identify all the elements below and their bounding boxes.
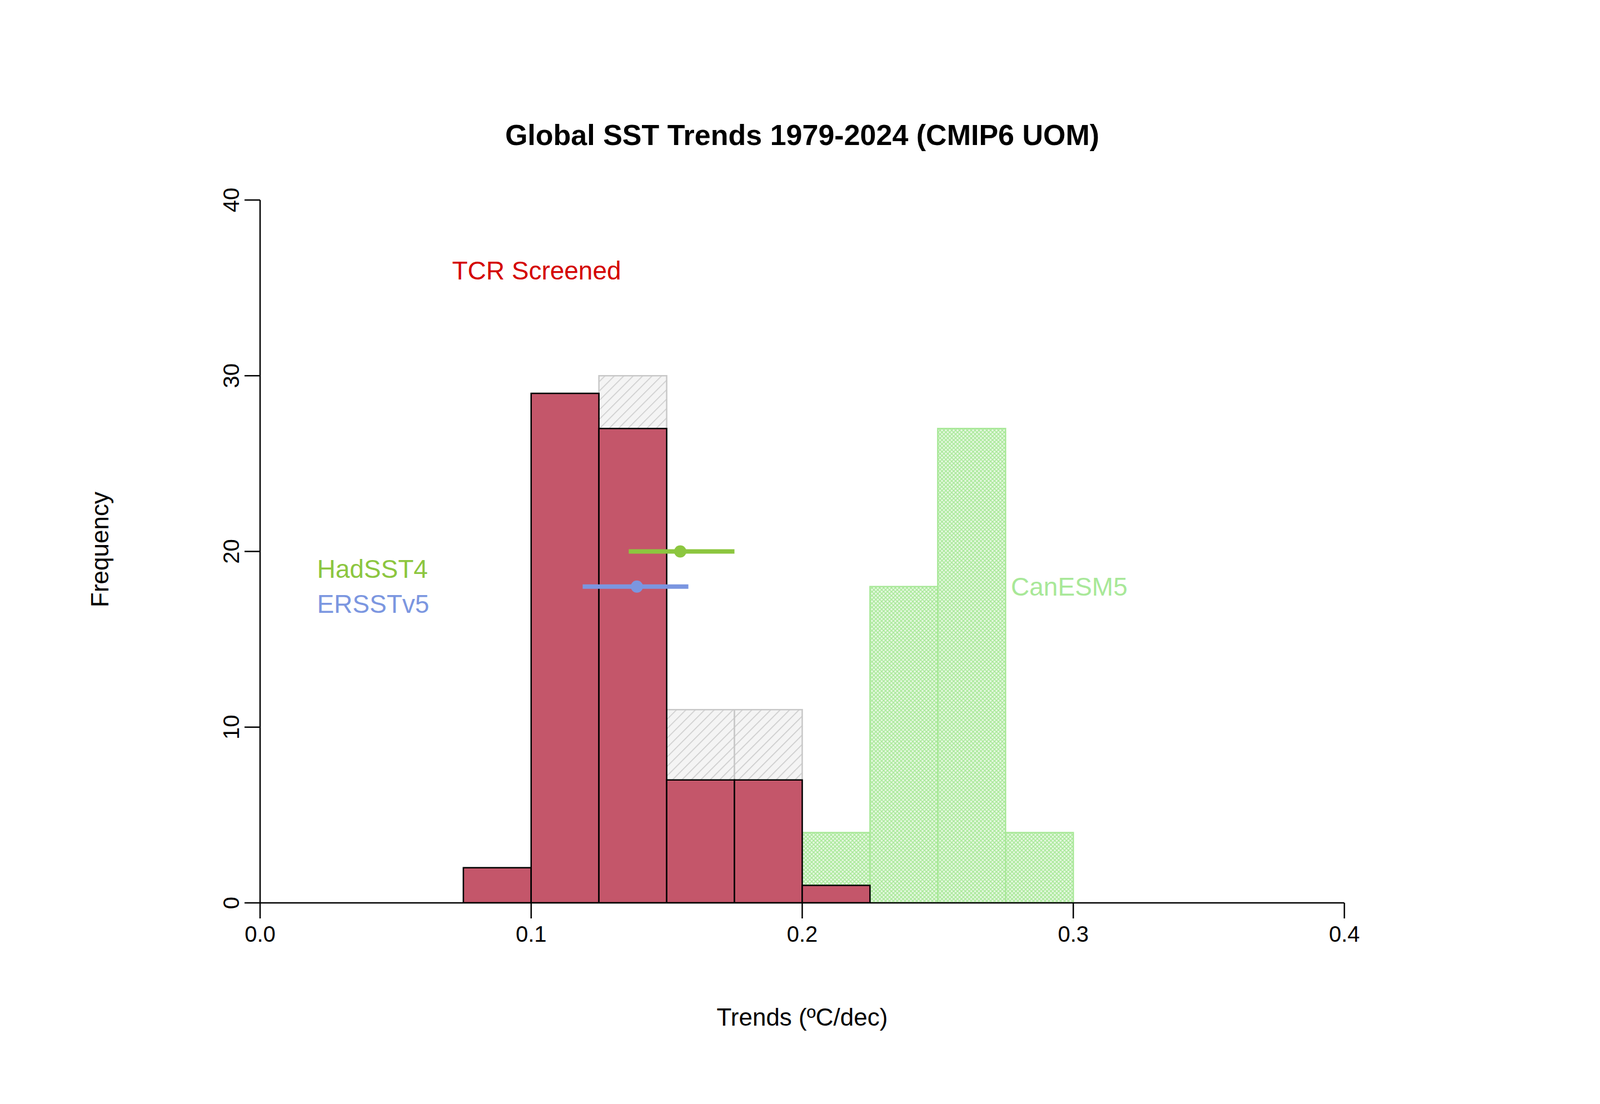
svg-text:TCR Screened: TCR Screened	[451, 256, 621, 286]
svg-text:20: 20	[218, 539, 244, 565]
svg-text:CanESM5: CanESM5	[1010, 572, 1128, 602]
html-text:Trends (ºC/dec): Trends (ºC/dec)	[716, 1003, 888, 1031]
svg-text:40: 40	[218, 187, 244, 213]
svg-text:30: 30	[218, 363, 244, 389]
svg-text:0.0: 0.0	[244, 921, 276, 947]
svg-text:0: 0	[218, 896, 244, 910]
svg-text:0.2: 0.2	[786, 921, 819, 947]
svg-text:0.3: 0.3	[1057, 921, 1089, 947]
svg-text:10: 10	[218, 715, 244, 741]
svg-text:0.4: 0.4	[1328, 921, 1360, 947]
html-text:Frequency: Frequency	[86, 491, 114, 608]
svg-text:ERSSTv5: ERSSTv5	[316, 589, 430, 619]
html-text:Global SST Trends 1979-2024 (C: Global SST Trends 1979-2024 (CMIP6 UOM)	[505, 118, 1100, 152]
svg-text:0.1: 0.1	[515, 921, 547, 947]
svg-text:HadSST4: HadSST4	[316, 554, 428, 584]
